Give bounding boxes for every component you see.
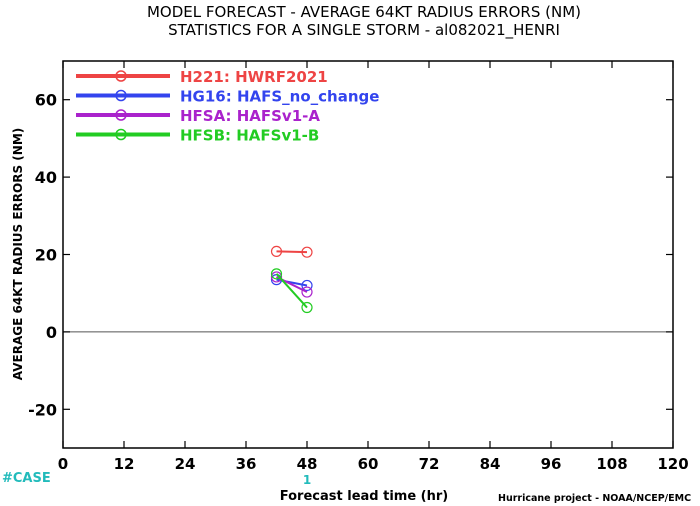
chart-title: MODEL FORECAST - AVERAGE 64KT RADIUS ERR… [147,3,581,21]
y-tick-label: 40 [35,168,57,187]
x-tick-label: 60 [358,455,379,473]
y-tick-label: 20 [35,246,57,265]
x-tick-label: 72 [419,455,440,473]
case-label: #CASE [2,471,51,486]
x-tick-label: 84 [480,455,501,473]
data-point [301,279,313,292]
y-axis: -20 0 20 40 60 [28,91,673,419]
chart-subtitle: STATISTICS FOR A SINGLE STORM - al082021… [168,21,560,40]
data-point [270,271,283,283]
data-point [301,246,313,258]
data-point [270,245,283,258]
series-group [270,245,313,314]
data-point [301,286,313,298]
case-count-label: 1 [303,473,311,487]
legend-label: HFSA: HAFSv1-A [180,107,320,125]
legend-label: HG16: HAFS_no_change [180,88,379,106]
legend: H221: HWRF2021 HG16: HAFS_no_changeHFSA: … [76,68,379,145]
credit-text: Hurricane project - NOAA/NCEP/EMC [498,493,691,504]
legend-label: HFSB: HAFSv1-B [180,127,319,145]
x-axis: 0 12 24 36 48 60 72 84 96 108 120 [58,61,689,473]
legend-marker [115,109,127,121]
legend-marker [115,128,127,141]
y-axis-label: AVERAGE 64KT RADIUS ERRORS (NM) [11,128,25,380]
legend-marker [115,89,127,102]
x-tick-label: 0 [58,455,68,473]
series-line [275,273,308,309]
x-axis-label: Forecast lead time (hr) [280,489,448,504]
x-tick-label: 24 [175,455,196,473]
x-tick-label: 120 [657,455,688,473]
x-tick-label: 36 [236,455,257,473]
x-tick-label: 96 [541,455,562,473]
legend-label: H221: HWRF2021 [180,68,328,86]
plot-area [62,60,674,449]
y-tick-label: 60 [35,91,57,110]
data-point [270,268,283,280]
y-tick-label: -20 [28,400,57,419]
x-tick-label: 12 [114,455,135,473]
y-tick-label: 0 [46,323,57,342]
case-counts: 1 [303,473,311,487]
x-tick-label: 48 [297,455,318,473]
data-point [301,301,313,314]
legend-marker [115,70,127,82]
x-tick-label: 108 [596,455,627,473]
